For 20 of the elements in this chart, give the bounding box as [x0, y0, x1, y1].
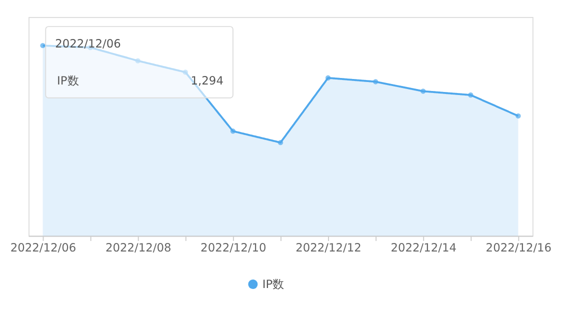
x-tick-label: 2022/12/14: [390, 240, 456, 254]
text: IP数: [57, 74, 78, 88]
point: [230, 128, 236, 134]
point: [135, 58, 140, 64]
x-tick-label: 2022/12/06: [10, 240, 76, 254]
legend-label: IP数: [262, 277, 284, 292]
point: [420, 88, 426, 94]
point: [278, 140, 284, 146]
annotation: 1,294: [190, 74, 224, 88]
x-tick-label: 2022/12/16: [486, 240, 552, 254]
x-tick-label: 2022/12/12: [296, 240, 362, 254]
annotation: 2022/12/06: [55, 36, 121, 50]
point: [325, 75, 331, 81]
point: [468, 92, 474, 98]
point: [40, 42, 46, 48]
point: [372, 79, 378, 84]
point: [516, 113, 521, 119]
point: [182, 70, 188, 75]
x-tick-label: 2022/12/08: [105, 240, 172, 254]
x-tick-label: 2022/12/10: [200, 240, 266, 254]
